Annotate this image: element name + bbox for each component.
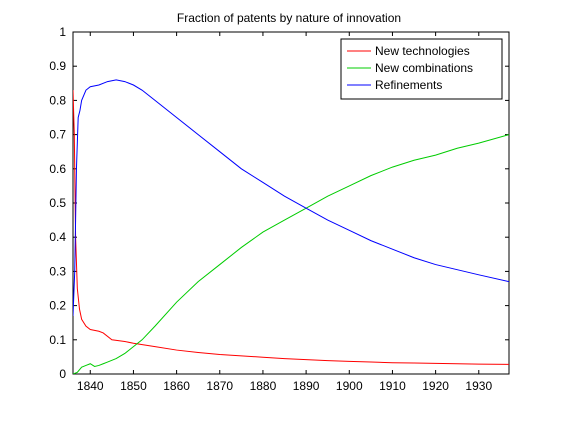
x-axis: 1840 1850 1860 1870 1880 1890 1900 1910 1920 1930 (77, 32, 492, 393)
x-tick-label: 1840 (77, 379, 104, 393)
y-tick-label: 0.9 (49, 59, 66, 73)
x-tick-label: 1930 (465, 379, 492, 393)
x-tick-label: 1910 (379, 379, 406, 393)
x-tick-label: 1900 (336, 379, 363, 393)
chart-title: Fraction of patents by nature of innovat… (177, 11, 401, 25)
x-tick-label: 1890 (293, 379, 320, 393)
series-lines (73, 79, 509, 374)
legend-label: New combinations (375, 61, 473, 75)
x-tick-label: 1870 (206, 379, 233, 393)
x-tick-label: 1850 (120, 379, 147, 393)
y-tick-label: 1 (59, 25, 66, 39)
y-tick-label: 0.8 (49, 93, 66, 107)
legend-box (340, 38, 503, 100)
y-tick-label: 0 (59, 367, 66, 381)
x-tick-label: 1860 (163, 379, 190, 393)
y-axis: 0 0.1 0.2 0.3 0.4 0.5 0.6 0.7 0.8 0.9 1 (49, 25, 509, 381)
legend: New technologies New combinations Refineme… (340, 38, 503, 100)
y-tick-label: 0.3 (49, 264, 66, 278)
series-line-refinements (73, 79, 509, 316)
x-tick-label: 1920 (422, 379, 449, 393)
legend-label: New technologies (375, 44, 470, 58)
y-tick-label: 0.5 (49, 196, 66, 210)
series-line-new-combinations (73, 134, 509, 374)
y-tick-label: 0.6 (49, 162, 66, 176)
series-line-new-technologies (73, 90, 509, 365)
x-tick-label: 1880 (250, 379, 277, 393)
y-tick-label: 0.2 (49, 299, 66, 313)
y-tick-label: 0.4 (49, 230, 66, 244)
legend-label: Refinements (375, 78, 442, 92)
y-tick-label: 0.1 (49, 333, 66, 347)
y-tick-label: 0.7 (49, 128, 66, 142)
